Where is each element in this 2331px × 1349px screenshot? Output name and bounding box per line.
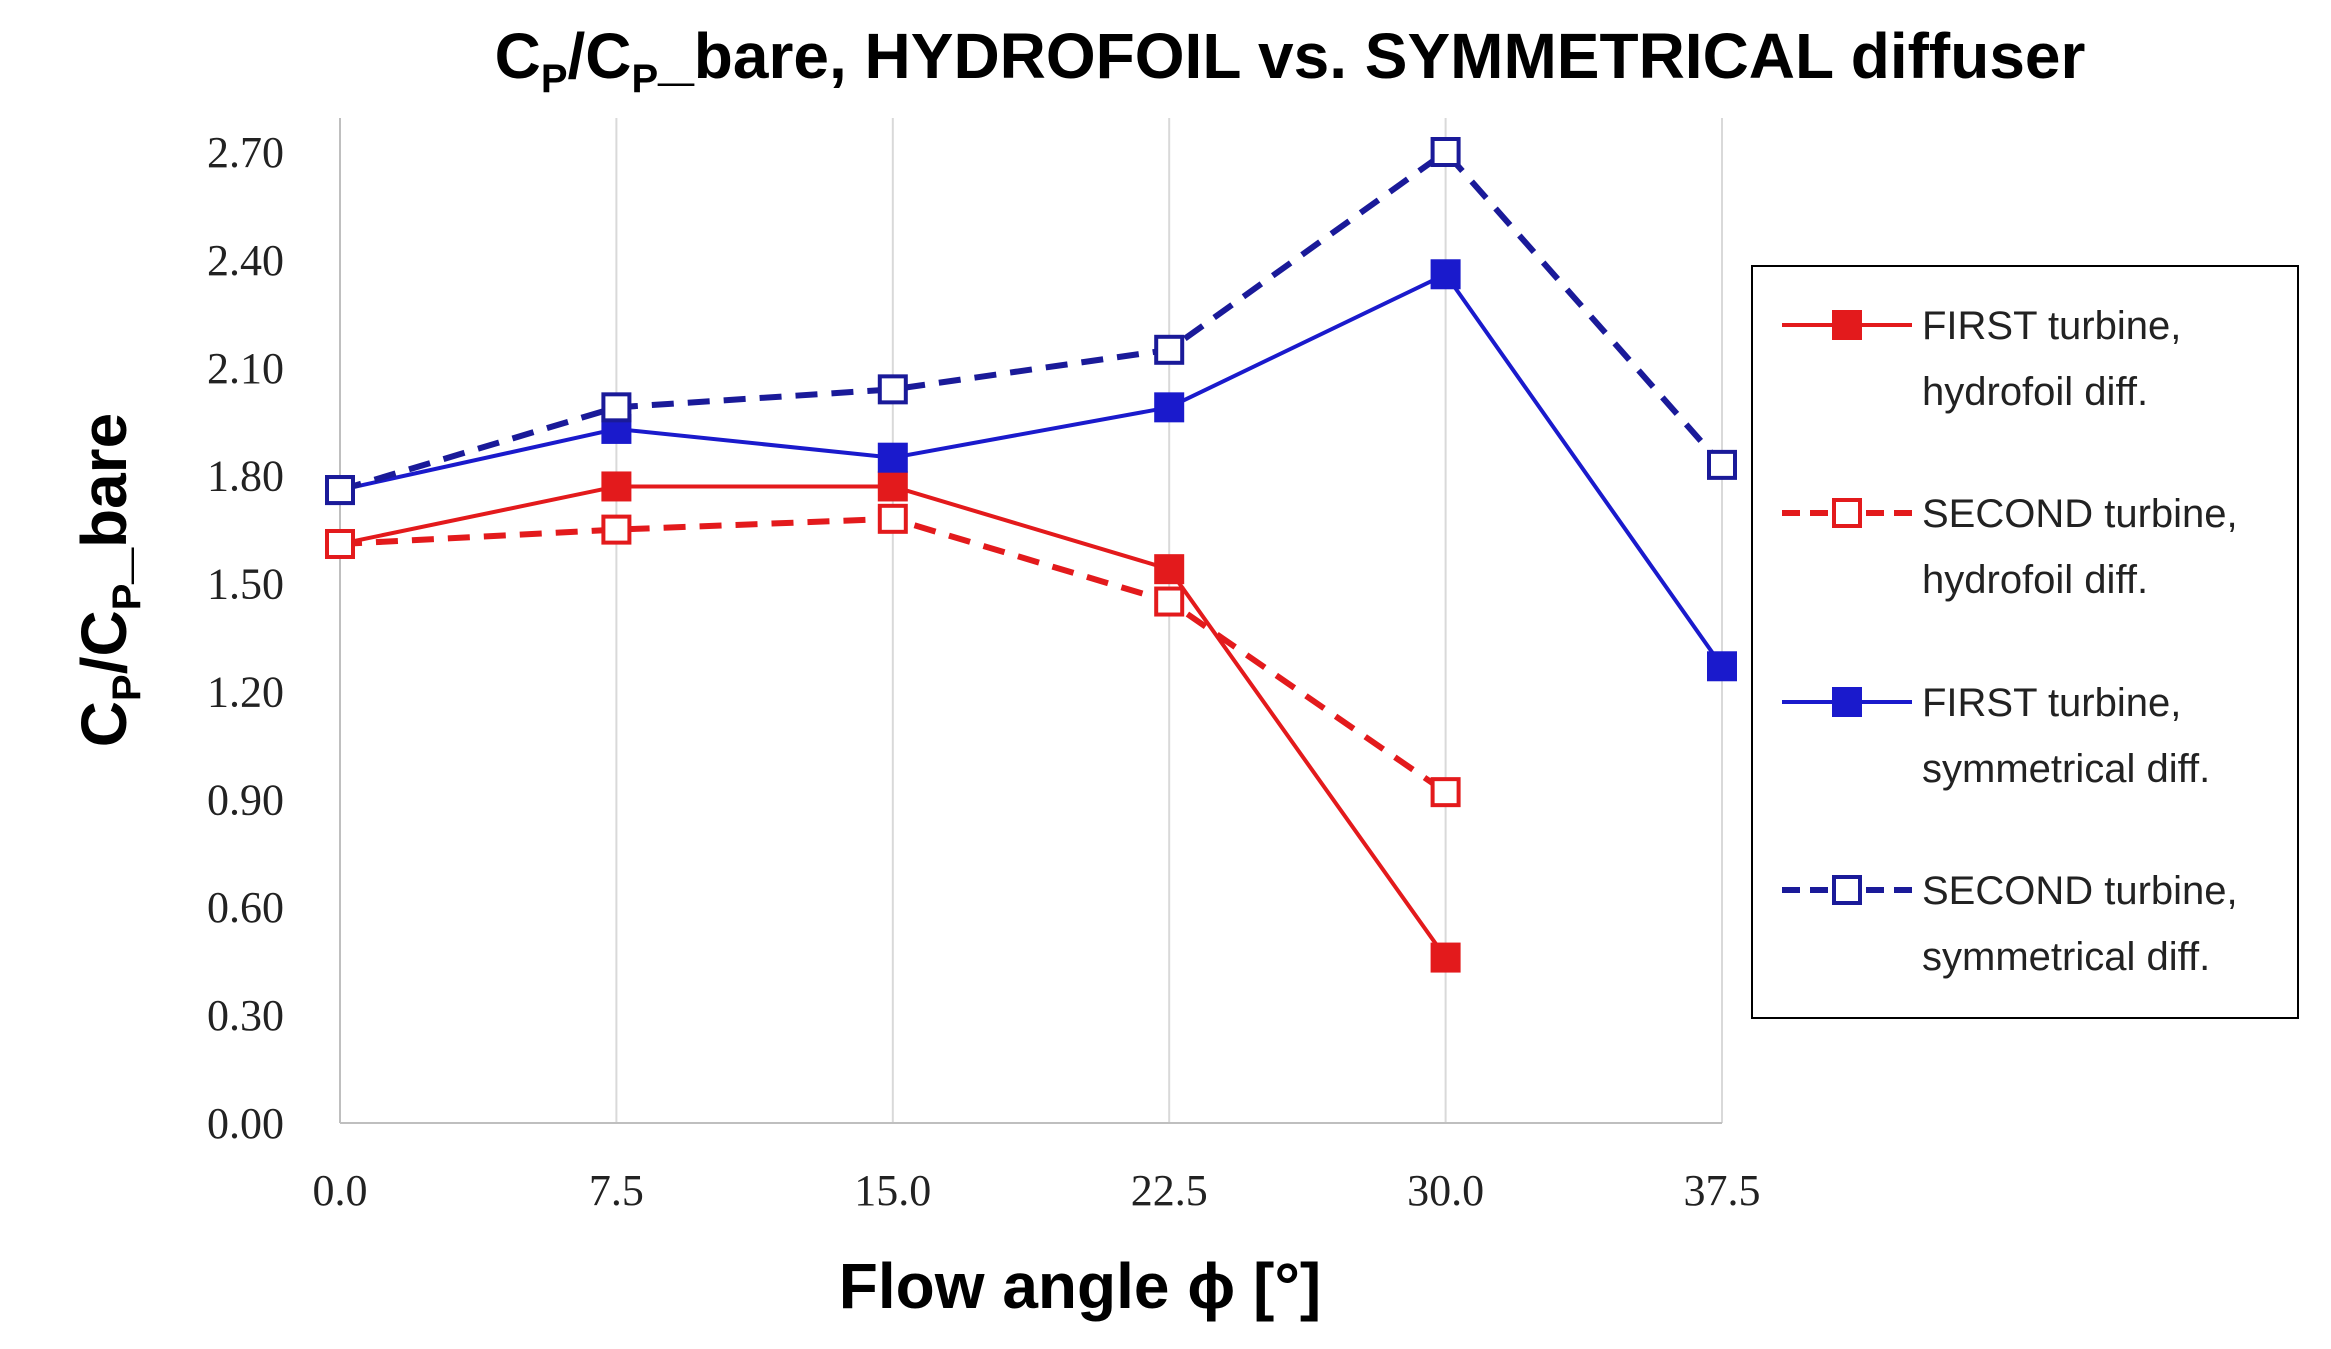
series-1-point bbox=[877, 471, 908, 502]
series-group bbox=[325, 137, 1737, 973]
y-tick-label: 0.60 bbox=[207, 883, 284, 932]
legend-label-3-line1: FIRST turbine, bbox=[1922, 681, 2181, 725]
series-3-point bbox=[1430, 259, 1461, 290]
series-3-point bbox=[877, 442, 908, 473]
series-line-4 bbox=[339, 149, 1725, 493]
series-2-point bbox=[601, 514, 632, 545]
series-2-point bbox=[325, 528, 355, 559]
series-1-point bbox=[601, 471, 632, 502]
series-2-point bbox=[1154, 586, 1185, 617]
legend-marker-3 bbox=[1832, 687, 1862, 717]
x-tick-label: 7.5 bbox=[589, 1166, 644, 1215]
y-tick-label: 1.20 bbox=[207, 667, 284, 716]
axes bbox=[339, 118, 1722, 1124]
y-tick-label: 1.50 bbox=[207, 560, 284, 609]
legend-marker-4 bbox=[1832, 875, 1862, 905]
series-4-point bbox=[601, 392, 632, 423]
legend-label-1-line2: hydrofoil diff. bbox=[1922, 370, 2148, 414]
legend-label-3-line2: symmetrical diff. bbox=[1922, 747, 2210, 791]
grid-lines bbox=[339, 118, 1723, 1123]
y-tick-label: 2.70 bbox=[207, 128, 284, 177]
legend-marker-2 bbox=[1832, 498, 1862, 528]
legend-marker-1 bbox=[1832, 310, 1862, 340]
series-4-point bbox=[1154, 334, 1185, 365]
series-3-point bbox=[1707, 651, 1737, 682]
y-tick-label: 0.90 bbox=[207, 775, 284, 824]
y-tick-label: 1.80 bbox=[207, 452, 284, 501]
series-1-point bbox=[1430, 942, 1461, 973]
legend-label-1-line1: FIRST turbine, bbox=[1922, 304, 2181, 348]
x-tick-label: 15.0 bbox=[854, 1166, 931, 1215]
x-tick-label: 37.5 bbox=[1684, 1166, 1761, 1215]
series-4-point bbox=[1430, 137, 1461, 167]
y-tick-label: 2.40 bbox=[207, 236, 284, 285]
chart-title: CP/CP_bare, HYDROFOIL vs. SYMMETRICAL di… bbox=[495, 20, 2086, 101]
series-4-point bbox=[325, 475, 355, 506]
series-3-point bbox=[1154, 392, 1185, 423]
x-tick-label: 22.5 bbox=[1131, 1166, 1208, 1215]
x-tick-label: 0.0 bbox=[313, 1166, 368, 1215]
series-line-3 bbox=[339, 272, 1724, 668]
legend-label-4-line2: symmetrical diff. bbox=[1922, 935, 2210, 979]
series-4-point bbox=[1707, 449, 1737, 480]
y-axis-title: CP/CP_bare bbox=[68, 413, 149, 747]
x-tick-labels: 0.0 7.5 15.0 22.5 30.0 37.5 bbox=[313, 1166, 1761, 1215]
y-tick-labels: 0.00 0.30 0.60 0.90 1.20 1.50 1.80 2.10 2.40 2.70 bbox=[207, 128, 284, 1148]
legend-label-2-line1: SECOND turbine, bbox=[1922, 492, 2238, 536]
x-axis-title: Flow angle ϕ [°] bbox=[839, 1250, 1321, 1322]
x-tick-label: 30.0 bbox=[1407, 1166, 1484, 1215]
y-tick-label: 0.00 bbox=[207, 1099, 284, 1148]
series-2-point bbox=[877, 503, 908, 534]
series-4-point bbox=[877, 374, 908, 405]
legend: FIRST turbine, hydrofoil diff. SECOND turb… bbox=[1751, 265, 2299, 1019]
y-tick-label: 2.10 bbox=[207, 344, 284, 393]
y-tick-label: 0.30 bbox=[207, 991, 284, 1040]
series-1-point bbox=[1154, 554, 1185, 585]
series-2-point bbox=[1430, 777, 1461, 808]
legend-label-4-line1: SECOND turbine, bbox=[1922, 869, 2238, 913]
legend-label-2-line2: hydrofoil diff. bbox=[1922, 558, 2148, 602]
